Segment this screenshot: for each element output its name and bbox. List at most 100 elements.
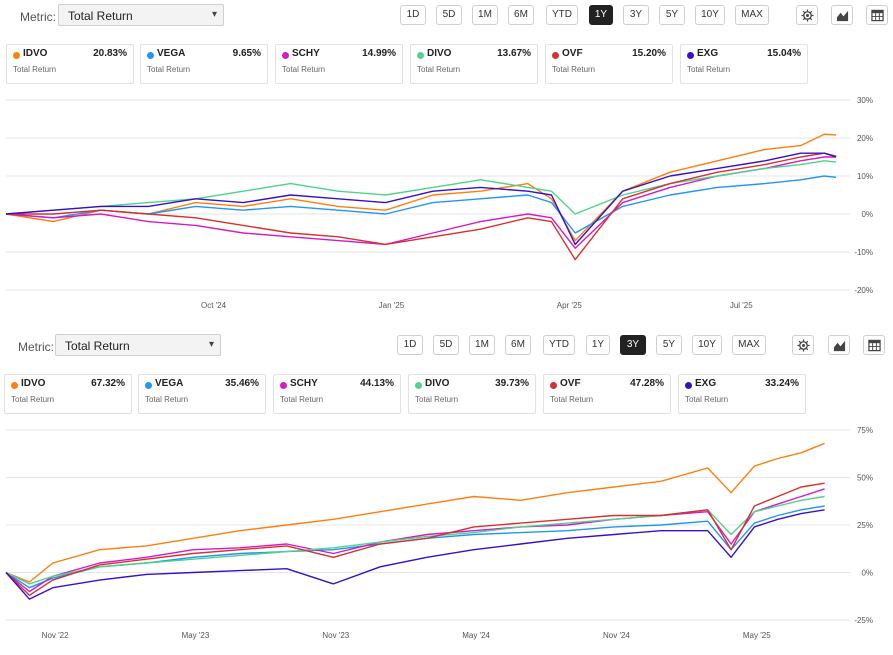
legend-card-ovf[interactable]: OVF 15.20% Total Return	[545, 44, 673, 84]
metric-select[interactable]: Total Return ▾	[55, 334, 221, 356]
legend-card-schy[interactable]: SCHY 14.99% Total Return	[275, 44, 403, 84]
legend-ticker: VEGA	[157, 48, 186, 59]
legend-card-ovf[interactable]: OVF 47.28% Total Return	[543, 374, 671, 414]
metric-select[interactable]: Total Return ▾	[58, 4, 224, 26]
series-line-schy[interactable]	[5, 156, 837, 249]
series-line-divo[interactable]	[5, 160, 837, 215]
series-line-ovf[interactable]	[5, 482, 825, 597]
table-view-button[interactable]	[866, 5, 888, 25]
range-button-6m[interactable]: 6M	[505, 335, 531, 355]
legend-ticker: SCHY	[290, 378, 318, 389]
settings-button[interactable]	[796, 5, 818, 25]
series-line-divo[interactable]	[5, 495, 825, 585]
chevron-down-icon: ▾	[211, 9, 217, 20]
series-line-idvo[interactable]	[5, 442, 825, 583]
range-button-3y[interactable]: 3Y	[623, 5, 649, 25]
legend-value: 9.65%	[232, 48, 261, 59]
range-button-1y[interactable]: 1Y	[589, 5, 613, 25]
legend-subtitle: Total Return	[11, 395, 55, 404]
line-chart-1y[interactable]: 30% 20% 10% 0% -10% -20% Oct '24 Jan '25 Apr '25…	[0, 90, 893, 325]
range-button-1m[interactable]: 1M	[472, 5, 498, 25]
metric-select-value: Total Return	[68, 9, 133, 23]
y-tick-label: 75%	[857, 426, 873, 435]
legend-dot	[11, 382, 18, 389]
legend-value: 47.28%	[630, 378, 664, 389]
toolbar: Metric: Total Return ▾ 1D 5D 1M 6M YTD 1…	[0, 334, 893, 360]
series-line-exg[interactable]	[5, 152, 837, 246]
legend-ticker: EXG	[695, 378, 717, 389]
toolbar: Metric: Total Return ▾ 1D 5D 1M 6M YTD 1…	[0, 4, 893, 30]
legend-subtitle: Total Return	[415, 395, 459, 404]
legend-card-exg[interactable]: EXG 15.04% Total Return	[680, 44, 808, 84]
legend-card-idvo[interactable]: IDVO 67.32% Total Return	[4, 374, 132, 414]
range-button-max[interactable]: MAX	[735, 5, 769, 25]
legend-card-vega[interactable]: VEGA 35.46% Total Return	[138, 374, 266, 414]
range-button-3y[interactable]: 3Y	[620, 335, 646, 355]
range-button-5d[interactable]: 5D	[436, 5, 462, 25]
line-chart-3y[interactable]: 75% 50% 25% 0% -25% Nov '22 May '23 Nov '23 May …	[0, 420, 893, 655]
y-tick-label: -25%	[854, 616, 873, 625]
range-button-ytd[interactable]: YTD	[543, 335, 575, 355]
legend-subtitle: Total Return	[417, 65, 461, 74]
settings-button[interactable]	[792, 335, 814, 355]
series-line-idvo[interactable]	[5, 133, 837, 242]
legend-dot	[145, 382, 152, 389]
metric-label: Metric:	[18, 340, 54, 354]
legend-dot	[415, 382, 422, 389]
x-tick-label: Apr '25	[557, 301, 583, 310]
legend-value: 20.83%	[93, 48, 127, 59]
legend-card-exg[interactable]: EXG 33.24% Total Return	[678, 374, 806, 414]
x-tick-label: Nov '23	[322, 631, 349, 640]
legend-value: 39.73%	[495, 378, 529, 389]
series-line-ovf[interactable]	[6, 152, 837, 261]
series-line-vega[interactable]	[5, 175, 837, 234]
x-tick-label: May '25	[743, 631, 771, 640]
range-button-10y[interactable]: 10Y	[692, 335, 722, 355]
range-button-5d[interactable]: 5D	[433, 335, 459, 355]
legend-value: 14.99%	[362, 48, 396, 59]
legend-value: 13.67%	[497, 48, 531, 59]
x-tick-label: Jul '25	[730, 301, 753, 310]
legend-ticker: EXG	[697, 48, 719, 59]
y-tick-label: 0%	[861, 569, 873, 578]
range-button-1m[interactable]: 1M	[469, 335, 495, 355]
chart-type-button[interactable]	[828, 335, 850, 355]
series-line-exg[interactable]	[5, 509, 825, 600]
y-tick-label: -10%	[854, 248, 873, 257]
range-button-5y[interactable]: 5Y	[656, 335, 682, 355]
legend-card-divo[interactable]: DIVO 13.67% Total Return	[410, 44, 538, 84]
legend-value: 44.13%	[360, 378, 394, 389]
x-tick-label: May '23	[182, 631, 210, 640]
range-button-1y[interactable]: 1Y	[586, 335, 610, 355]
area-chart-icon	[833, 340, 846, 352]
chart-type-button[interactable]	[831, 5, 853, 25]
gear-icon	[797, 339, 810, 352]
chart-panel-3y: Metric: Total Return ▾ 1D 5D 1M 6M YTD 1…	[0, 330, 893, 655]
legend-ticker: OVF	[560, 378, 581, 389]
legend-dot	[552, 52, 559, 59]
legend-dot	[550, 382, 557, 389]
legend-ticker: DIVO	[425, 378, 450, 389]
legend-value: 15.20%	[632, 48, 666, 59]
legend-card-schy[interactable]: SCHY 44.13% Total Return	[273, 374, 401, 414]
x-tick-label: Nov '22	[42, 631, 69, 640]
range-button-ytd[interactable]: YTD	[546, 5, 578, 25]
range-button-5y[interactable]: 5Y	[659, 5, 685, 25]
range-button-6m[interactable]: 6M	[508, 5, 534, 25]
y-tick-label: 30%	[857, 96, 873, 105]
range-button-1d[interactable]: 1D	[397, 335, 423, 355]
legend-subtitle: Total Return	[280, 395, 324, 404]
legend-card-vega[interactable]: VEGA 9.65% Total Return	[140, 44, 268, 84]
table-icon	[871, 9, 884, 22]
legend-dot	[685, 382, 692, 389]
x-tick-label: Nov '24	[603, 631, 630, 640]
range-button-1d[interactable]: 1D	[400, 5, 426, 25]
x-tick-label: May '24	[462, 631, 490, 640]
table-view-button[interactable]	[863, 335, 885, 355]
legend-card-idvo[interactable]: IDVO 20.83% Total Return	[6, 44, 134, 84]
range-button-10y[interactable]: 10Y	[695, 5, 725, 25]
legend-card-divo[interactable]: DIVO 39.73% Total Return	[408, 374, 536, 414]
range-button-max[interactable]: MAX	[732, 335, 766, 355]
x-tick-label: Jan '25	[379, 301, 405, 310]
y-tick-label: 10%	[857, 172, 873, 181]
